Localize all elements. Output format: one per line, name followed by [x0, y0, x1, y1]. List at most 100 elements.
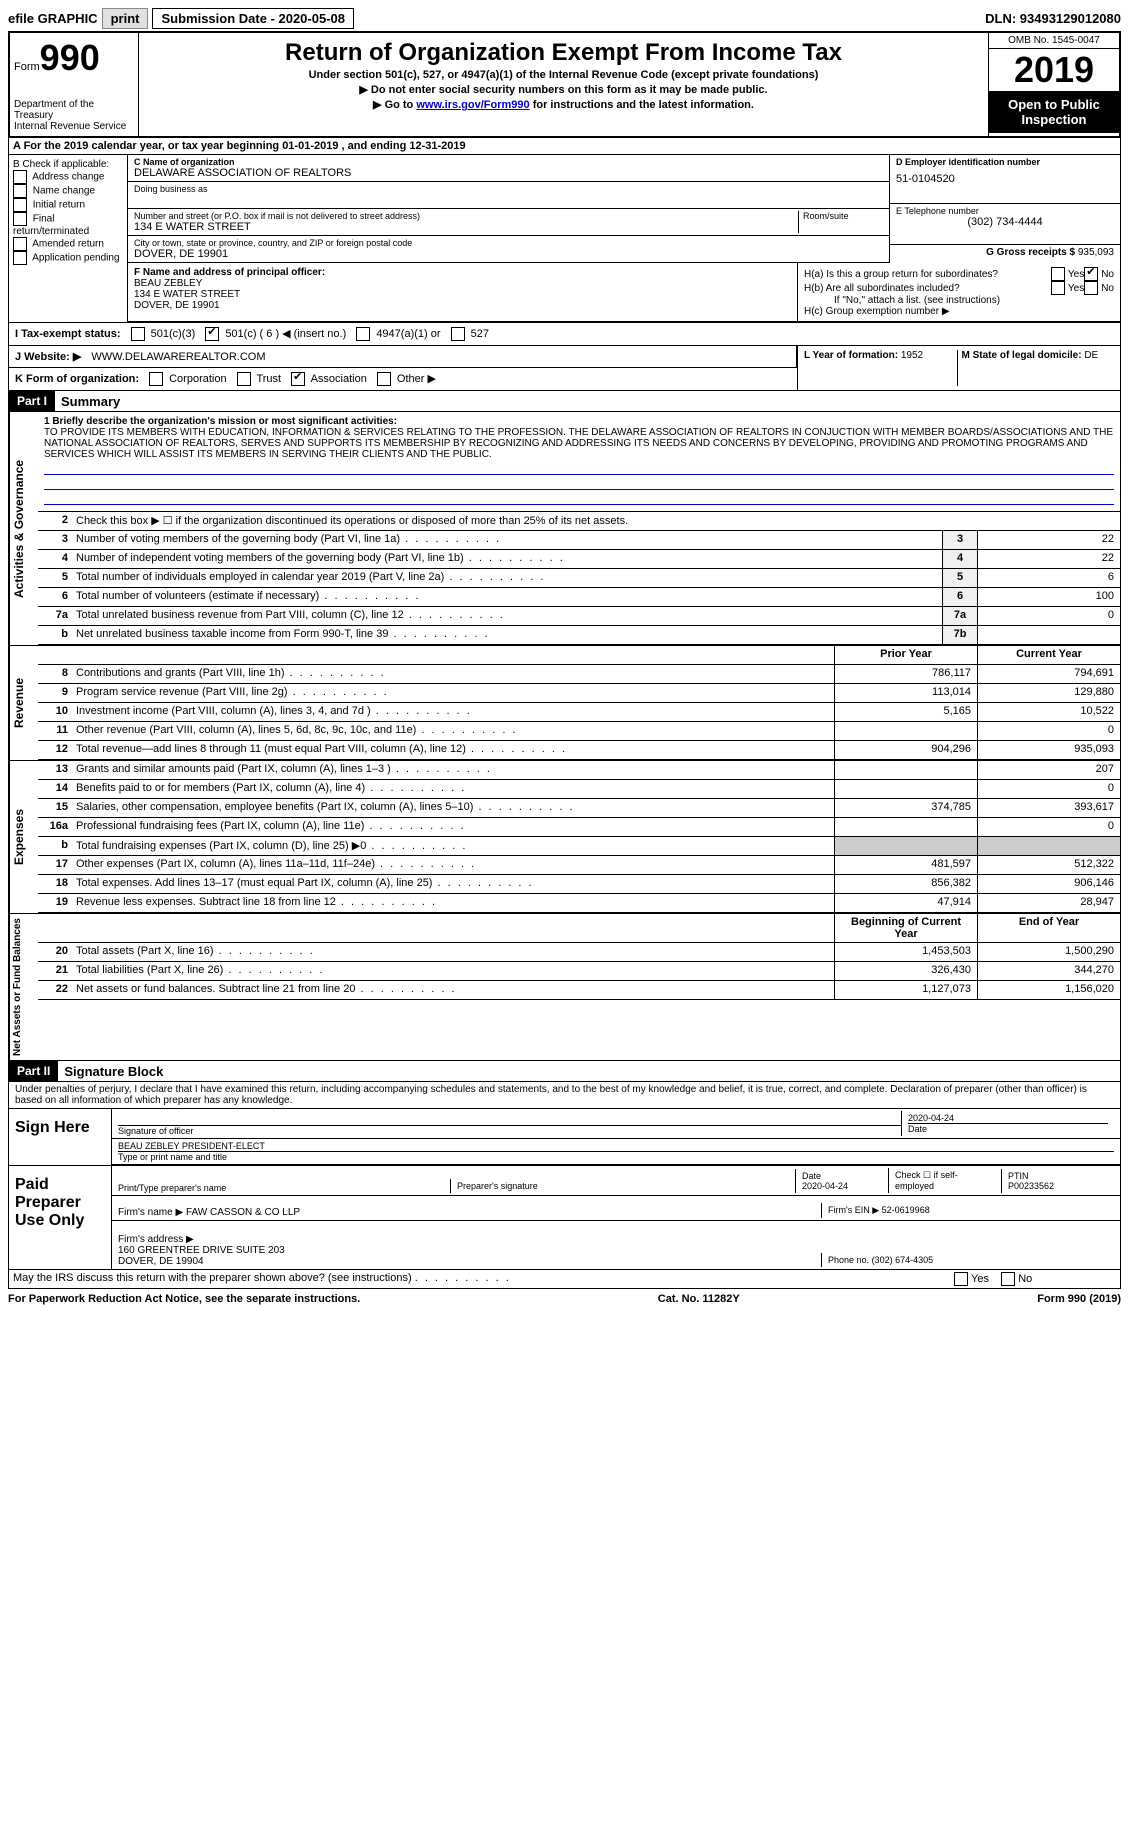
- col-boy: Beginning of Current Year: [834, 914, 977, 942]
- room-label: Room/suite: [803, 211, 883, 221]
- boxb-item: Address change: [13, 170, 123, 184]
- opt-other: Other ▶: [397, 373, 436, 385]
- hc-label: H(c) Group exemption number ▶: [804, 306, 1114, 317]
- form-prefix: Form: [14, 61, 40, 73]
- open-to-public: Open to Public Inspection: [989, 91, 1119, 133]
- gov-line: bNet unrelated business taxable income f…: [38, 626, 1120, 645]
- discuss-yes: Yes: [971, 1273, 989, 1285]
- boxb-checkbox[interactable]: [13, 170, 27, 184]
- ha-yes-checkbox[interactable]: [1051, 267, 1065, 281]
- print-button[interactable]: print: [102, 8, 149, 29]
- prep-date: 2020-04-24: [802, 1181, 848, 1191]
- mission-text: TO PROVIDE ITS MEMBERS WITH EDUCATION, I…: [44, 427, 1114, 460]
- prep-date-label: Date: [802, 1171, 821, 1181]
- boxb-checkbox[interactable]: [13, 212, 27, 226]
- box-j-label: J Website: ▶: [15, 350, 81, 363]
- submission-date: Submission Date - 2020-05-08: [152, 8, 354, 29]
- opt-501c: 501(c) ( 6 ) ◀ (insert no.): [225, 328, 346, 340]
- 527-checkbox[interactable]: [451, 327, 465, 341]
- boxb-item: Name change: [13, 184, 123, 198]
- paid-preparer-label: Paid Preparer Use Only: [9, 1166, 112, 1269]
- discuss-yes-checkbox[interactable]: [954, 1272, 968, 1286]
- summary-line: 12Total revenue—add lines 8 through 11 (…: [38, 741, 1120, 760]
- boxb-item: Application pending: [13, 251, 123, 265]
- form-number: 990: [40, 37, 100, 78]
- yes-label: Yes: [1068, 269, 1084, 280]
- summary-line: 21Total liabilities (Part X, line 26)326…: [38, 962, 1120, 981]
- warning-2-pre: ▶ Go to: [373, 99, 416, 111]
- hb-label: H(b) Are all subordinates included?: [804, 283, 1051, 294]
- boxb-checkbox[interactable]: [13, 184, 27, 198]
- street-value: 134 E WATER STREET: [134, 221, 798, 233]
- ha-label: H(a) Is this a group return for subordin…: [804, 269, 1051, 280]
- ha-no-checkbox[interactable]: [1084, 267, 1098, 281]
- other-checkbox[interactable]: [377, 372, 391, 386]
- ein-value: 51-0104520: [896, 167, 1114, 185]
- prep-name-label: Print/Type preparer's name: [118, 1183, 450, 1193]
- top-bar: efile GRAPHIC print Submission Date - 20…: [8, 8, 1121, 29]
- hb-note: If "No," attach a list. (see instruction…: [804, 295, 1114, 306]
- tax-year: 2019: [989, 49, 1119, 91]
- sign-here-label: Sign Here: [9, 1109, 112, 1165]
- summary-line: 18Total expenses. Add lines 13–17 (must …: [38, 875, 1120, 894]
- firm-addr: 160 GREENTREE DRIVE SUITE 203 DOVER, DE …: [118, 1245, 285, 1267]
- summary-line: 15Salaries, other compensation, employee…: [38, 799, 1120, 818]
- firm-name-label: Firm's name ▶: [118, 1207, 183, 1218]
- box-i-label: I Tax-exempt status:: [15, 328, 121, 340]
- box-d-label: D Employer identification number: [896, 157, 1040, 167]
- boxb-checkbox[interactable]: [13, 251, 27, 265]
- side-expenses: Expenses: [9, 761, 38, 913]
- gov-line: 7aTotal unrelated business revenue from …: [38, 607, 1120, 626]
- date-label: Date: [908, 1123, 1108, 1134]
- line2-text: Check this box ▶ ☐ if the organization d…: [72, 512, 1120, 530]
- box-m-label: M State of legal domicile:: [962, 350, 1082, 361]
- opt-527: 527: [471, 328, 489, 340]
- declaration-text: Under penalties of perjury, I declare th…: [9, 1082, 1120, 1108]
- sig-officer-label: Signature of officer: [118, 1125, 901, 1136]
- gross-receipts: 935,093: [1078, 247, 1114, 258]
- opt-trust: Trust: [256, 373, 281, 385]
- year-formation: 1952: [901, 350, 923, 361]
- self-emp-label: Check ☐ if self-employed: [888, 1168, 1001, 1193]
- street-label: Number and street (or P.O. box if mail i…: [134, 211, 798, 221]
- line-a: A For the 2019 calendar year, or tax yea…: [8, 138, 1121, 155]
- sig-date: 2020-04-24: [908, 1113, 1108, 1123]
- box-k-label: K Form of organization:: [15, 373, 139, 385]
- dln-label: DLN: 93493129012080: [985, 11, 1121, 26]
- corp-checkbox[interactable]: [149, 372, 163, 386]
- warning-1: ▶ Do not enter social security numbers o…: [143, 83, 984, 96]
- prep-phone: (302) 674-4305: [872, 1255, 934, 1265]
- boxb-checkbox[interactable]: [13, 237, 27, 251]
- opt-assoc: Association: [311, 373, 367, 385]
- ptin-label: PTIN: [1008, 1171, 1029, 1181]
- trust-checkbox[interactable]: [237, 372, 251, 386]
- hb-no-checkbox[interactable]: [1084, 281, 1098, 295]
- summary-line: 19Revenue less expenses. Subtract line 1…: [38, 894, 1120, 913]
- boxb-item: Amended return: [13, 237, 123, 251]
- section-b-to-g: B Check if applicable: Address change Na…: [8, 155, 1121, 323]
- no-label-2: No: [1101, 283, 1114, 294]
- part2-header: Part II: [9, 1061, 58, 1081]
- form990-link[interactable]: www.irs.gov/Form990: [416, 99, 529, 111]
- officer-typed-name: BEAU ZEBLEY PRESIDENT-ELECT: [118, 1141, 1114, 1151]
- org-name: DELAWARE ASSOCIATION OF REALTORS: [134, 167, 883, 179]
- 4947-checkbox[interactable]: [356, 327, 370, 341]
- gov-line: 3Number of voting members of the governi…: [38, 531, 1120, 550]
- assoc-checkbox[interactable]: [291, 372, 305, 386]
- yes-label-2: Yes: [1068, 283, 1084, 294]
- boxb-item: Final return/terminated: [13, 212, 123, 237]
- summary-line: 10Investment income (Part VIII, column (…: [38, 703, 1120, 722]
- 501c3-checkbox[interactable]: [131, 327, 145, 341]
- summary-line: 16aProfessional fundraising fees (Part I…: [38, 818, 1120, 837]
- no-label: No: [1101, 269, 1114, 280]
- officer-city: DOVER, DE 19901: [134, 300, 791, 311]
- 501c-checkbox[interactable]: [205, 327, 219, 341]
- phone-value: (302) 734-4444: [896, 216, 1114, 228]
- discuss-no-checkbox[interactable]: [1001, 1272, 1015, 1286]
- type-name-label: Type or print name and title: [118, 1151, 1114, 1162]
- hb-yes-checkbox[interactable]: [1051, 281, 1065, 295]
- summary-line: 17Other expenses (Part IX, column (A), l…: [38, 856, 1120, 875]
- box-b-label: B Check if applicable:: [13, 159, 123, 170]
- gov-line: 4Number of independent voting members of…: [38, 550, 1120, 569]
- boxb-checkbox[interactable]: [13, 198, 27, 212]
